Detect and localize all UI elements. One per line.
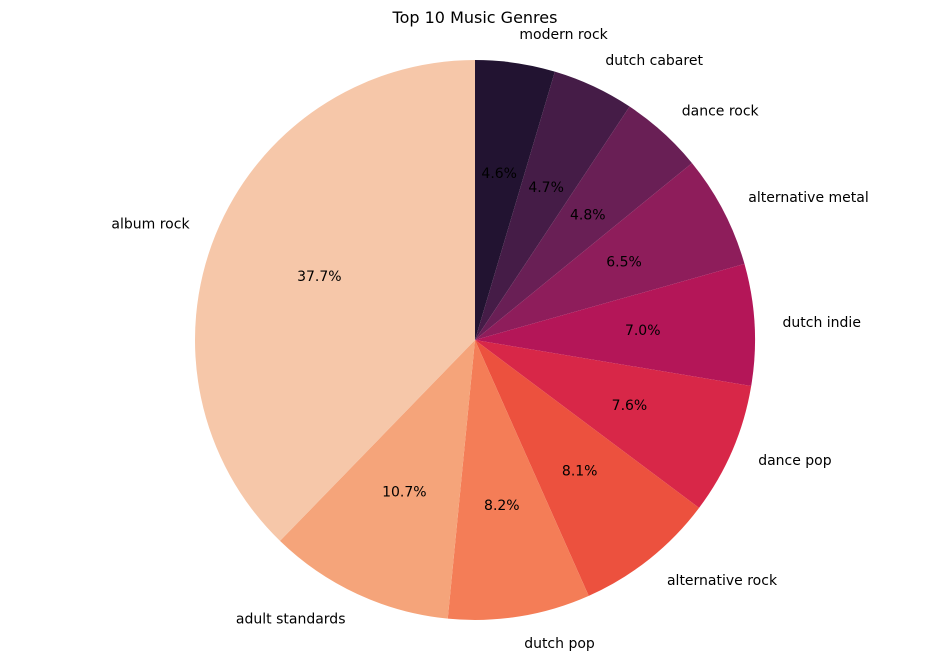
slice-label-modern-rock: modern rock <box>519 27 608 43</box>
slice-label-dance-rock: dance rock <box>682 104 760 120</box>
slice-percent-alternative-metal: 6.5% <box>606 254 642 270</box>
slice-percent-dance-pop: 7.6% <box>612 398 648 414</box>
pie-slice-album-rock <box>194 60 475 541</box>
slice-percent-modern-rock: 4.6% <box>481 166 517 182</box>
slice-label-dutch-cabaret: dutch cabaret <box>605 53 703 69</box>
pie-slice-adult-standards <box>279 340 475 619</box>
slice-percent-dutch-pop: 8.2% <box>484 498 520 514</box>
slice-percent-adult-standards: 10.7% <box>382 484 426 500</box>
slice-label-adult-standards: adult standards <box>236 611 346 627</box>
slices-layer <box>194 60 756 620</box>
pie-slice-dutch-cabaret <box>475 71 630 340</box>
slice-label-dutch-indie: dutch indie <box>783 315 861 331</box>
slice-label-album-rock: album rock <box>111 216 190 232</box>
slice-label-dutch-pop: dutch pop <box>524 636 595 652</box>
pie-slice-alternative-metal <box>475 163 745 340</box>
pie-slice-dance-rock <box>475 106 693 340</box>
slice-percent-alternative-rock: 8.1% <box>562 463 598 479</box>
pie-slice-modern-rock <box>475 60 555 340</box>
slice-percent-dance-rock: 4.8% <box>570 207 606 223</box>
slice-label-alternative-metal: alternative metal <box>748 190 868 206</box>
slice-label-alternative-rock: alternative rock <box>667 573 778 589</box>
chart-title: Top 10 Music Genres <box>392 8 558 27</box>
pie-slice-dance-pop <box>475 340 752 508</box>
slice-percent-dutch-indie: 7.0% <box>625 323 661 339</box>
pie-slice-dutch-indie <box>475 263 756 387</box>
labels-layer: modern rock 4.6% dutch cabaret 4.7% dance ro… <box>111 27 868 652</box>
slice-percent-dutch-cabaret: 4.7% <box>528 180 564 196</box>
pie-slice-alternative-rock <box>475 340 700 596</box>
slice-label-dance-pop: dance pop <box>758 453 832 469</box>
pie-slice-dutch-pop <box>447 340 589 620</box>
slice-percent-album-rock: 37.7% <box>297 269 341 285</box>
